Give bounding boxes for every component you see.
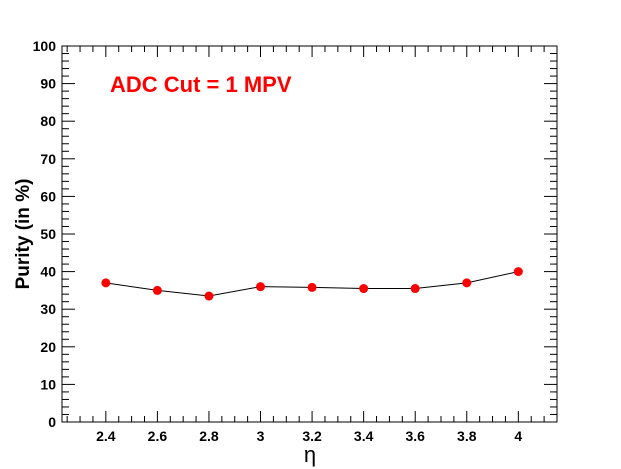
- major-ticks: [62, 45, 557, 423]
- x-tick-label: 2.8: [199, 428, 219, 444]
- data-point: [462, 278, 472, 288]
- y-tick-label: 10: [40, 376, 56, 392]
- x-tick-label: 2.6: [148, 428, 168, 444]
- x-axis-label: η: [304, 442, 316, 467]
- x-tick-label: 4: [514, 428, 522, 444]
- x-tick-label: 3.8: [457, 428, 477, 444]
- y-tick-label: 90: [40, 76, 56, 92]
- data-point: [204, 291, 214, 301]
- x-tick-label: 2.4: [96, 428, 116, 444]
- y-tick-label: 70: [40, 151, 56, 167]
- data-point: [359, 284, 369, 294]
- data-point: [307, 282, 317, 292]
- y-tick-label: 0: [48, 414, 56, 430]
- data-point: [410, 284, 420, 294]
- annotation-label: ADC Cut = 1 MPV: [110, 72, 292, 97]
- data-point: [256, 282, 266, 292]
- y-tick-label: 100: [33, 38, 57, 54]
- y-tick-labels: 0 10 20 30 40 50 60 70 80 90 100: [33, 38, 57, 430]
- x-tick-label: 3.6: [405, 428, 425, 444]
- y-tick-label: 50: [40, 226, 56, 242]
- x-tick-label: 3.4: [354, 428, 374, 444]
- x-tick-labels: 2.4 2.6 2.8 3 3.2 3.4 3.6 3.8 4: [96, 428, 522, 444]
- plot-frame: [61, 45, 558, 423]
- x-tick-label: 3.2: [302, 428, 322, 444]
- y-tick-label: 80: [40, 113, 56, 129]
- y-tick-label: 20: [40, 339, 56, 355]
- minor-ticks: [62, 46, 558, 422]
- x-tick-label: 3: [257, 428, 265, 444]
- data-point: [513, 267, 523, 277]
- y-axis-label: Purity (in %): [13, 179, 34, 290]
- series-points: [101, 267, 523, 301]
- y-tick-label: 60: [40, 188, 56, 204]
- y-tick-label: 30: [40, 301, 56, 317]
- data-point: [152, 285, 162, 295]
- y-tick-label: 40: [40, 264, 56, 280]
- data-point: [101, 278, 111, 288]
